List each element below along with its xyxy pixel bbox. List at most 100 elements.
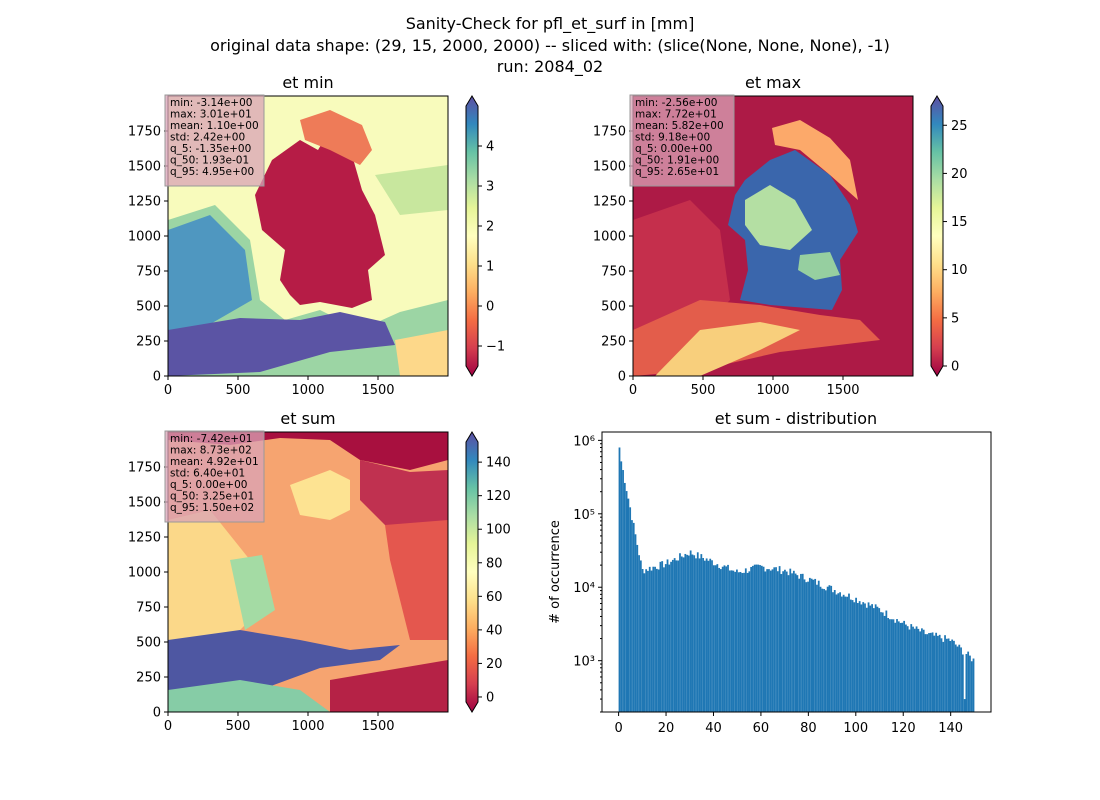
- colorbar-tick-label: 0: [951, 360, 959, 375]
- histogram-bar: [750, 566, 753, 712]
- histogram-bar: [897, 621, 900, 712]
- x-tick-label: 40: [705, 721, 722, 736]
- x-tick-label: 1500: [826, 383, 859, 398]
- stats-line: min: -2.56e+00: [635, 97, 717, 109]
- histogram-bar: [709, 558, 712, 712]
- histogram-bar: [839, 592, 841, 712]
- histogram-bar: [883, 615, 886, 712]
- histogram-bar: [730, 570, 733, 712]
- panel-et-min: et min 0 500 1000 1500 0 250 500 750 1000 1250 15…: [128, 73, 505, 398]
- histogram-bar: [643, 573, 646, 712]
- colorbar-tick-label: 25: [951, 119, 968, 134]
- histogram-bar: [953, 640, 955, 712]
- x-tick-label: 1000: [756, 383, 789, 398]
- histogram-bar: [880, 612, 882, 712]
- histogram-bar: [657, 569, 660, 712]
- panel-et-sum: et sum 0 500 1000 1500 02505007501000125015…: [128, 409, 511, 734]
- histogram-bar: [798, 578, 801, 712]
- panel-title: et sum - distribution: [715, 409, 877, 428]
- histogram-bar: [808, 577, 811, 712]
- stats-line: q_5: 0.00e+00: [635, 143, 712, 155]
- histogram-bar: [682, 557, 685, 712]
- y-tick-label: 1750: [128, 461, 161, 476]
- y-tick-label: 10⁶: [573, 434, 595, 449]
- histogram-bar: [846, 596, 849, 712]
- histogram-bar: [654, 566, 656, 712]
- histogram-bar: [778, 566, 781, 712]
- histogram-bar: [748, 571, 751, 712]
- histogram-bar: [967, 651, 970, 712]
- histogram-bar: [659, 561, 662, 712]
- histogram-bar: [627, 498, 630, 712]
- colorbar: 0 5 10 15 20 25: [930, 95, 968, 377]
- histogram-bar: [734, 571, 737, 712]
- y-tick-label: 1000: [128, 566, 161, 581]
- y-tick-label: 10⁴: [573, 581, 595, 596]
- stats-line: std: 9.18e+00: [635, 132, 710, 144]
- colorbar-tick-label: 20: [486, 657, 503, 672]
- stats-line: mean: 5.82e+00: [635, 120, 724, 132]
- y-tick-label: 500: [601, 300, 626, 315]
- colorbar-tick-label: 3: [486, 180, 494, 195]
- y-tick-label: 10⁵: [573, 508, 595, 523]
- histogram-bar: [828, 585, 831, 712]
- y-tick-label: 500: [136, 636, 161, 651]
- y-axis: 0 250 500 750 1000 1250 1500 1750: [128, 461, 168, 721]
- histogram-bar: [906, 626, 909, 712]
- x-axis: 0 20 40 60 80 100 120 140: [614, 712, 963, 736]
- histogram-bar: [905, 624, 907, 712]
- histogram-bar: [816, 584, 818, 712]
- histogram-bar: [677, 560, 680, 712]
- x-tick-label: 0: [164, 719, 172, 734]
- histogram-bar: [623, 482, 626, 712]
- figure-title-line-2: original data shape: (29, 15, 2000, 2000…: [210, 36, 890, 55]
- stats-line: mean: 4.92e+01: [170, 456, 259, 468]
- histogram-bar: [851, 600, 854, 712]
- histogram-bar: [961, 654, 964, 712]
- panel-title: et min: [282, 73, 333, 92]
- x-tick-label: 500: [226, 719, 251, 734]
- histogram-bar: [872, 608, 875, 712]
- x-tick-label: 20: [658, 721, 675, 736]
- y-tick-label: 750: [601, 265, 626, 280]
- colorbar-tick-label: 140: [486, 456, 511, 471]
- histogram-bar: [947, 638, 950, 712]
- histogram-bar: [913, 628, 916, 712]
- colorbar-tick-label: 1: [486, 260, 494, 275]
- histogram-bar: [785, 571, 788, 712]
- histogram-bar: [716, 564, 719, 712]
- histogram-bar: [922, 629, 925, 712]
- histogram-bar: [789, 568, 792, 712]
- colorbar-tick-label: 5: [951, 311, 959, 326]
- y-axis: 0 250 500 750 1000 1250 1500 1750: [128, 125, 168, 385]
- x-tick-label: 0: [629, 383, 637, 398]
- histogram-bar: [896, 619, 898, 712]
- histogram-bar: [832, 592, 834, 712]
- histogram-bar: [696, 552, 699, 712]
- histogram-bar: [714, 565, 717, 712]
- histogram-bar: [711, 560, 713, 712]
- colorbar-tick-label: 10: [951, 263, 968, 278]
- panel-et-sum-distribution: et sum - distribution 0 20 40 60 80 100 120 140…: [548, 409, 992, 736]
- histogram-bar: [835, 594, 838, 712]
- x-tick-label: 1500: [361, 383, 394, 398]
- histogram-bar: [889, 619, 891, 712]
- x-tick-label: 1500: [361, 719, 394, 734]
- histogram-bar: [736, 569, 738, 712]
- histogram-bar: [741, 573, 744, 712]
- y-tick-label: 500: [136, 300, 161, 315]
- histogram-bar: [823, 589, 825, 712]
- histogram-bar: [631, 520, 633, 712]
- colorbar-tick-label: 0: [486, 690, 494, 705]
- stats-line: q_5: 0.00e+00: [170, 479, 247, 491]
- histogram-bar: [703, 560, 706, 712]
- histogram-bar: [824, 590, 827, 712]
- histogram-bar: [833, 590, 836, 712]
- x-axis: 0 500 1000 1500: [629, 376, 860, 398]
- histogram-bar: [887, 618, 890, 712]
- histogram-bar: [807, 581, 809, 712]
- y-tick-label: 1250: [593, 195, 626, 210]
- histogram-bar: [764, 571, 767, 712]
- histogram-bar: [648, 566, 651, 712]
